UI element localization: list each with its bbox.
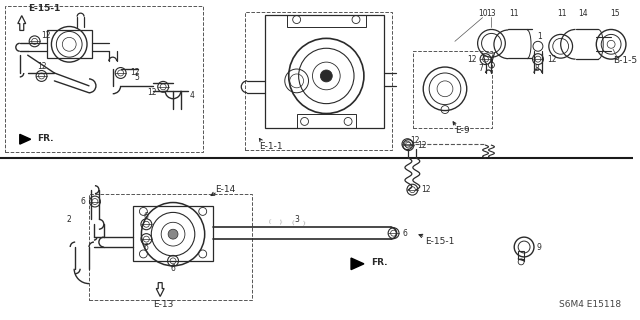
Circle shape: [168, 229, 178, 239]
Text: 14: 14: [579, 9, 588, 18]
Text: 6: 6: [403, 229, 407, 238]
Text: 6: 6: [171, 264, 175, 273]
Text: 12: 12: [417, 141, 427, 150]
Text: 12: 12: [547, 55, 556, 64]
Text: FR.: FR.: [371, 258, 387, 267]
Polygon shape: [20, 134, 31, 144]
Text: 6: 6: [80, 197, 85, 206]
Text: 7: 7: [479, 64, 484, 73]
Bar: [5, 6, 203, 152]
Text: 11: 11: [557, 9, 566, 18]
Text: 10: 10: [477, 9, 488, 18]
Text: S6M4 E15118: S6M4 E15118: [559, 300, 621, 309]
Text: 12: 12: [131, 68, 140, 77]
Text: 12: 12: [147, 88, 156, 97]
Text: E-15-1: E-15-1: [28, 4, 60, 13]
Circle shape: [321, 70, 332, 82]
Text: 9: 9: [537, 243, 542, 252]
Text: 6: 6: [144, 212, 148, 221]
Bar: [47, 30, 92, 58]
Text: 12: 12: [421, 185, 431, 194]
Text: 6: 6: [144, 243, 148, 252]
Bar: [518, 251, 524, 259]
Text: 1: 1: [537, 32, 541, 41]
Text: E-1-1: E-1-1: [259, 142, 283, 151]
Text: 2: 2: [67, 215, 71, 224]
Bar: [134, 206, 212, 261]
Text: 11: 11: [509, 9, 519, 18]
Bar: [245, 12, 392, 150]
Bar: [265, 15, 384, 128]
Text: 12: 12: [411, 136, 420, 145]
Text: 3: 3: [294, 215, 299, 224]
Text: 5: 5: [134, 73, 139, 83]
Text: 12: 12: [467, 55, 477, 64]
Text: B-1-5: B-1-5: [613, 56, 637, 65]
Polygon shape: [351, 258, 364, 270]
Text: 13: 13: [486, 9, 496, 18]
Bar: [297, 114, 356, 128]
Bar: [89, 194, 252, 300]
Text: FR.: FR.: [38, 134, 54, 143]
Text: E-15-1: E-15-1: [425, 236, 454, 245]
Text: 4: 4: [190, 91, 195, 100]
Text: (      )       (      ): ( ) ( ): [269, 220, 305, 226]
Text: 8: 8: [534, 64, 539, 73]
Bar: [413, 51, 492, 128]
Text: E-14: E-14: [216, 185, 236, 194]
Text: E-9: E-9: [455, 126, 470, 135]
Text: 12: 12: [42, 31, 51, 40]
Text: 15: 15: [611, 9, 620, 18]
Bar: [287, 15, 366, 27]
Text: 12: 12: [36, 61, 46, 70]
Text: E-13: E-13: [153, 300, 173, 309]
